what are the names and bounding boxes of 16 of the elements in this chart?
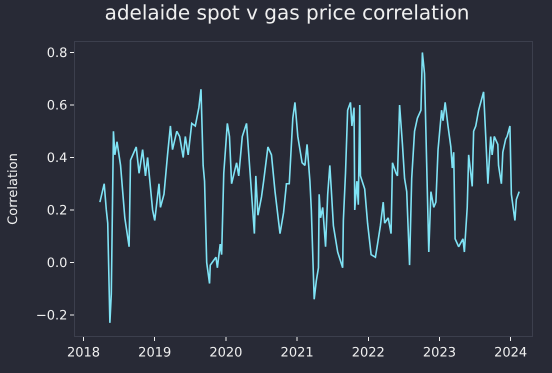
- y-tick-label: 0.6: [46, 98, 68, 114]
- x-tick-label: 2020: [209, 346, 242, 361]
- y-tick-label: 0.8: [46, 46, 68, 62]
- line-series: [99, 52, 520, 324]
- y-tick-label: 0.4: [46, 151, 68, 166]
- y-axis-title: Correlation: [6, 153, 21, 225]
- y-tick-label: 0.2: [46, 204, 68, 219]
- x-tick-label: 2022: [352, 346, 385, 361]
- x-tick-label: 2019: [138, 346, 172, 361]
- y-tick-label: −0.2: [36, 308, 68, 324]
- x-tick-label: 2024: [494, 346, 528, 361]
- x-tick-label: 2023: [422, 346, 456, 361]
- chart-title: adelaide spot v gas price correlation: [104, 0, 470, 25]
- x-tick-label: 2018: [66, 346, 100, 361]
- y-tick-label: 0.0: [46, 256, 68, 272]
- x-tick-label: 2021: [280, 346, 314, 361]
